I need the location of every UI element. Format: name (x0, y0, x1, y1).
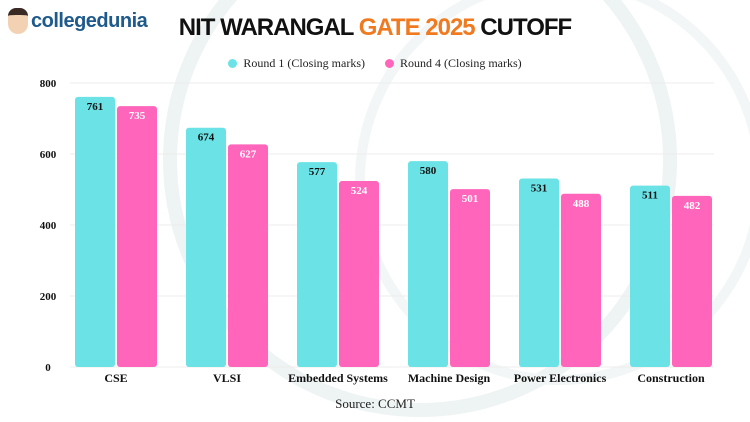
x-tick-label: CSE (104, 371, 127, 385)
bar-round4 (672, 195, 712, 367)
data-label: 511 (642, 190, 658, 202)
bar-round4 (228, 144, 268, 367)
data-label: 577 (309, 166, 326, 178)
data-label: 501 (462, 193, 479, 205)
round1-dot-icon (228, 59, 238, 68)
bar-round1 (408, 161, 448, 367)
chart-title: NIT WARANGAL GATE 2025 CUTOFF (178, 14, 572, 41)
data-label: 761 (87, 101, 104, 113)
bar-round4 (450, 189, 490, 367)
data-label: 531 (531, 182, 548, 194)
data-label: 627 (240, 148, 257, 160)
x-tick-label: Power Electronics (514, 371, 607, 385)
logo-text: collegedunia (31, 9, 148, 32)
y-tick-label: 800 (40, 78, 57, 90)
legend-round4: Round 4 (Closing marks) (385, 56, 522, 71)
bar-round4 (339, 180, 379, 367)
source-note: Source: CCMT (335, 396, 415, 411)
y-tick-label: 200 (40, 291, 57, 303)
data-label: 524 (351, 185, 368, 197)
x-tick-label: Machine Design (408, 371, 491, 385)
bar-round1 (186, 127, 226, 367)
x-tick-label: Construction (637, 371, 705, 385)
data-label: 580 (420, 165, 437, 177)
y-tick-label: 600 (40, 149, 57, 161)
data-label: 674 (198, 132, 215, 144)
bar-round1 (75, 96, 115, 367)
data-label: 482 (684, 200, 701, 212)
bar-round4 (117, 106, 157, 367)
bar-round1 (519, 178, 559, 367)
mascot-icon (8, 8, 28, 34)
data-label: 735 (129, 110, 146, 122)
data-label: 488 (573, 198, 590, 210)
legend: Round 1 (Closing marks) Round 4 (Closing… (0, 56, 750, 71)
y-tick-label: 400 (40, 220, 57, 232)
bar-round4 (561, 193, 601, 367)
bar-round1 (297, 162, 337, 367)
collegedunia-logo: collegedunia (8, 8, 148, 34)
x-tick-label: Embedded Systems (288, 371, 388, 385)
round4-dot-icon (385, 59, 394, 68)
y-tick-label: 0 (45, 362, 51, 374)
x-tick-label: VLSI (213, 371, 241, 385)
bar-round1 (630, 185, 670, 367)
legend-round1: Round 1 (Closing marks) (228, 56, 365, 71)
